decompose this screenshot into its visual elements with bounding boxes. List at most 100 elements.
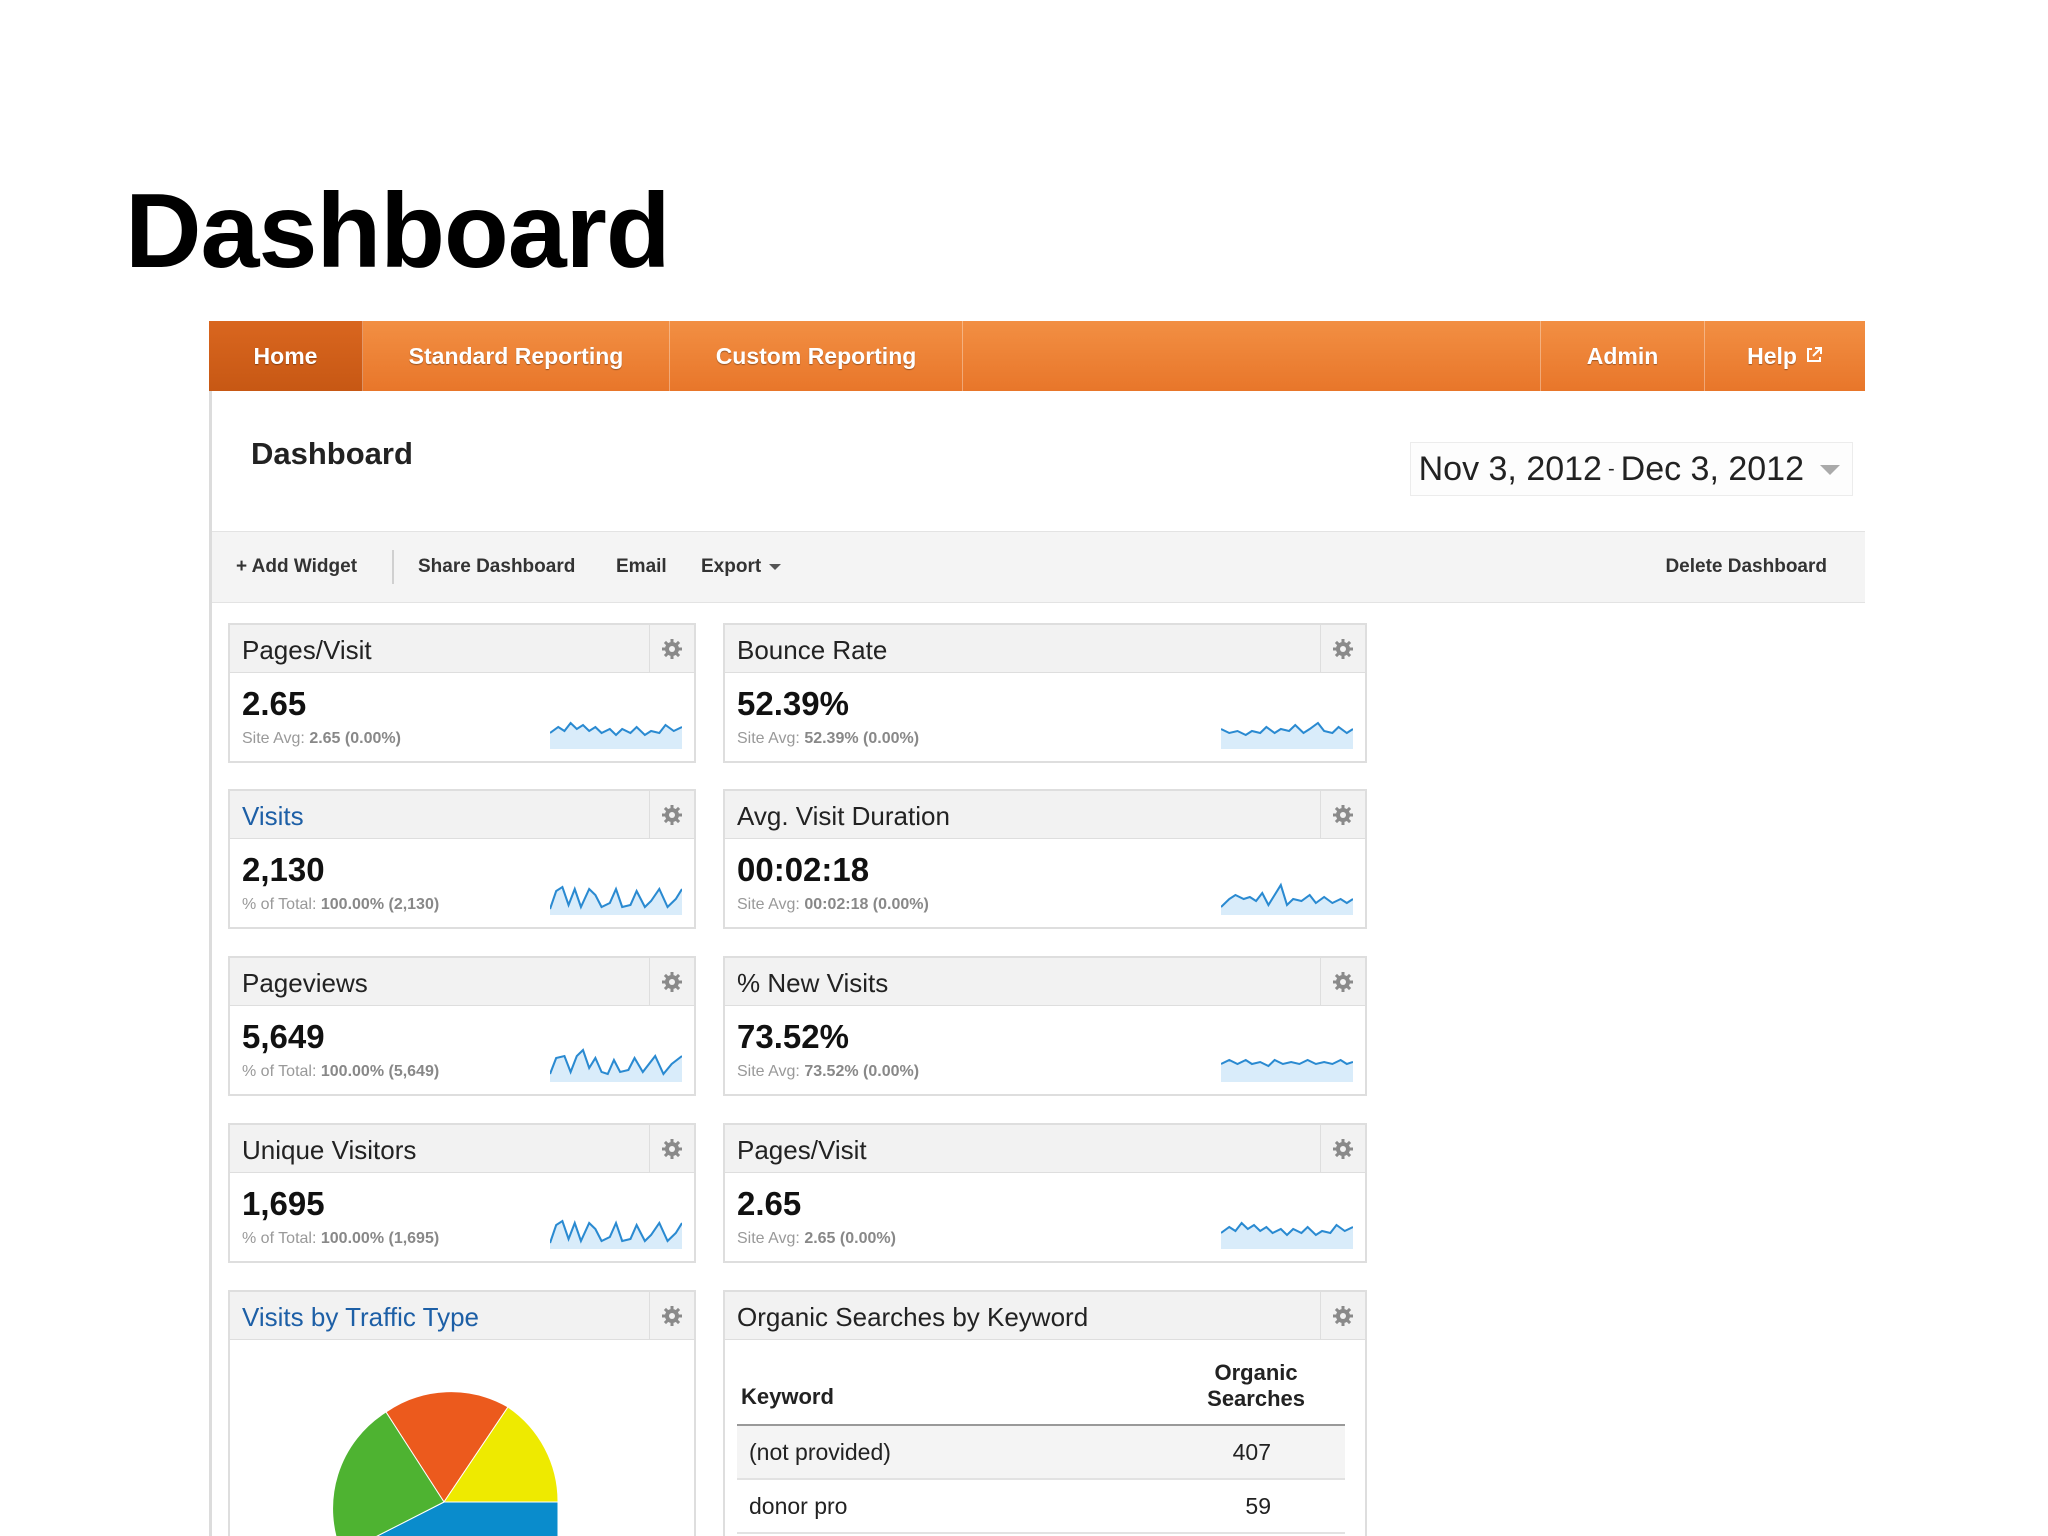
metric-sub-label: % of Total: <box>242 1063 317 1080</box>
widget-settings-button[interactable] <box>1320 1125 1365 1172</box>
table-header: Keyword Organic Searches <box>737 1354 1345 1426</box>
metric-sub-label: Site Avg: <box>737 896 800 913</box>
pie-slice-blue <box>376 1501 559 1536</box>
keyword-cell[interactable]: donor pro <box>749 1493 848 1519</box>
gear-icon <box>662 971 682 992</box>
metric-value: 2,130 <box>242 851 325 888</box>
chevron-down-icon <box>769 564 782 570</box>
add-widget-button[interactable]: + Add Widget <box>236 556 358 577</box>
metric-sub-value: 52.39% (0.00%) <box>804 730 920 747</box>
metric-widget: % New Visits 73.52% Site Avg: 73.52% (0.00… <box>723 956 1367 1096</box>
col-organic-searches[interactable]: Organic Searches <box>1207 1360 1305 1412</box>
export-label: Export <box>701 556 762 577</box>
col-organic-label-1: Organic <box>1214 1360 1298 1385</box>
top-nav: Home Standard Reporting Custom Reporting… <box>209 321 1865 391</box>
widget-header: Visits <box>230 791 694 839</box>
metric-sub-value: 100.00% (5,649) <box>320 1063 440 1080</box>
metric-value: 2.65 <box>737 1185 802 1222</box>
searches-cell: 407 <box>1232 1439 1271 1465</box>
nav-help-label: Help <box>1747 342 1797 369</box>
gear-icon <box>1333 1305 1353 1326</box>
gear-icon <box>662 638 682 659</box>
metric-widget: Bounce Rate 52.39% Site Avg: 52.39% (0.00%… <box>723 623 1367 763</box>
page-header: Dashboard Nov 3, 2012 - Dec 3, 2012 <box>209 391 1865 531</box>
metric-sub-label: % of Total: <box>242 1230 317 1247</box>
analytics-app: Home Standard Reporting Custom Reporting… <box>209 321 1865 1536</box>
widget-settings-button[interactable] <box>649 625 694 672</box>
table-row: (not provided) 407 <box>737 1426 1345 1480</box>
sparkline <box>1221 1221 1353 1249</box>
widget-settings-button[interactable] <box>1320 958 1365 1005</box>
metric-value: 2.65 <box>242 685 307 722</box>
gear-icon <box>662 1138 682 1159</box>
date-range-picker[interactable]: Nov 3, 2012 - Dec 3, 2012 <box>1409 442 1853 496</box>
metric-sub-label: Site Avg: <box>737 1063 800 1080</box>
share-dashboard-button[interactable]: Share Dashboard <box>418 556 576 577</box>
sparkline <box>1221 721 1353 749</box>
widget-header: Pageviews <box>230 958 694 1006</box>
metric-sub-value: 73.52% (0.00%) <box>804 1063 920 1080</box>
metric-value: 00:02:18 <box>737 851 870 888</box>
content-border <box>209 391 212 1536</box>
gear-icon <box>662 1305 682 1326</box>
nav-help[interactable]: Help <box>1705 321 1865 391</box>
widget-title: Unique Visitors <box>242 1135 417 1165</box>
keyword-cell[interactable]: (not provided) <box>749 1439 891 1465</box>
nav-custom-reporting-label: Custom Reporting <box>715 342 917 369</box>
metric-widget: Visits 2,130 % of Total: 100.00% (2,130) <box>228 789 696 929</box>
metric-sub-label: Site Avg: <box>737 730 800 747</box>
metric-subtext: Site Avg: 73.52% (0.00%) <box>737 1063 919 1081</box>
metric-sub-value: 2.65 (0.00%) <box>309 730 401 747</box>
gear-icon <box>1333 1138 1353 1159</box>
widget-settings-button[interactable] <box>1320 625 1365 672</box>
pie-slice-green <box>332 1411 445 1536</box>
nav-standard-reporting-label: Standard Reporting <box>408 342 624 369</box>
date-start: Nov 3, 2012 <box>1418 449 1602 488</box>
widget-settings-button[interactable] <box>649 1292 694 1339</box>
sparkline <box>1221 1058 1353 1082</box>
widget-settings-button[interactable] <box>649 958 694 1005</box>
traffic-pie-chart <box>332 1391 559 1536</box>
metric-widget: Pageviews 5,649 % of Total: 100.00% (5,649… <box>228 956 696 1096</box>
email-button[interactable]: Email <box>616 556 667 577</box>
widget-title: Pageviews <box>242 968 368 998</box>
nav-custom-reporting[interactable]: Custom Reporting <box>670 321 963 391</box>
widget-settings-button[interactable] <box>1320 791 1365 838</box>
gear-icon <box>662 804 682 825</box>
sparkline <box>1221 882 1353 915</box>
sparkline <box>550 885 682 915</box>
widget-title: Bounce Rate <box>737 635 888 665</box>
nav-standard-reporting[interactable]: Standard Reporting <box>363 321 670 391</box>
widget-title[interactable]: Visits <box>242 801 304 831</box>
export-button[interactable]: Export <box>701 532 782 602</box>
nav-home-label: Home <box>253 342 318 369</box>
metric-subtext: Site Avg: 2.65 (0.00%) <box>737 1230 896 1248</box>
sparkline <box>550 1048 682 1082</box>
nav-home[interactable]: Home <box>209 321 363 391</box>
nav-admin[interactable]: Admin <box>1541 321 1705 391</box>
delete-dashboard-button[interactable]: Delete Dashboard <box>1665 556 1827 577</box>
keyword-table: Keyword Organic Searches (not provided) … <box>737 1354 1345 1534</box>
widget-header: Unique Visitors <box>230 1125 694 1173</box>
widget-title[interactable]: Visits by Traffic Type <box>242 1302 479 1332</box>
gear-icon <box>1333 804 1353 825</box>
widget-settings-button[interactable] <box>649 791 694 838</box>
widget-header: Bounce Rate <box>725 625 1365 673</box>
metric-widget: Pages/Visit 2.65 Site Avg: 2.65 (0.00%) <box>723 1123 1367 1263</box>
metric-sub-value: 100.00% (1,695) <box>320 1230 440 1247</box>
nav-admin-label: Admin <box>1586 342 1659 369</box>
page-title: Dashboard <box>251 436 413 471</box>
gear-icon <box>1333 971 1353 992</box>
widget-settings-button[interactable] <box>1320 1292 1365 1339</box>
metric-sub-label: Site Avg: <box>242 730 305 747</box>
metric-subtext: % of Total: 100.00% (5,649) <box>242 1063 439 1081</box>
widget-header: % New Visits <box>725 958 1365 1006</box>
table-row: donor pro 59 <box>737 1480 1345 1534</box>
widget-header: Avg. Visit Duration <box>725 791 1365 839</box>
col-keyword[interactable]: Keyword <box>741 1384 834 1409</box>
widget-settings-button[interactable] <box>649 1125 694 1172</box>
sparkline <box>550 1219 682 1249</box>
widget-title: Pages/Visit <box>737 1135 867 1165</box>
metric-value: 1,695 <box>242 1185 325 1222</box>
toolbar-divider <box>392 550 394 584</box>
